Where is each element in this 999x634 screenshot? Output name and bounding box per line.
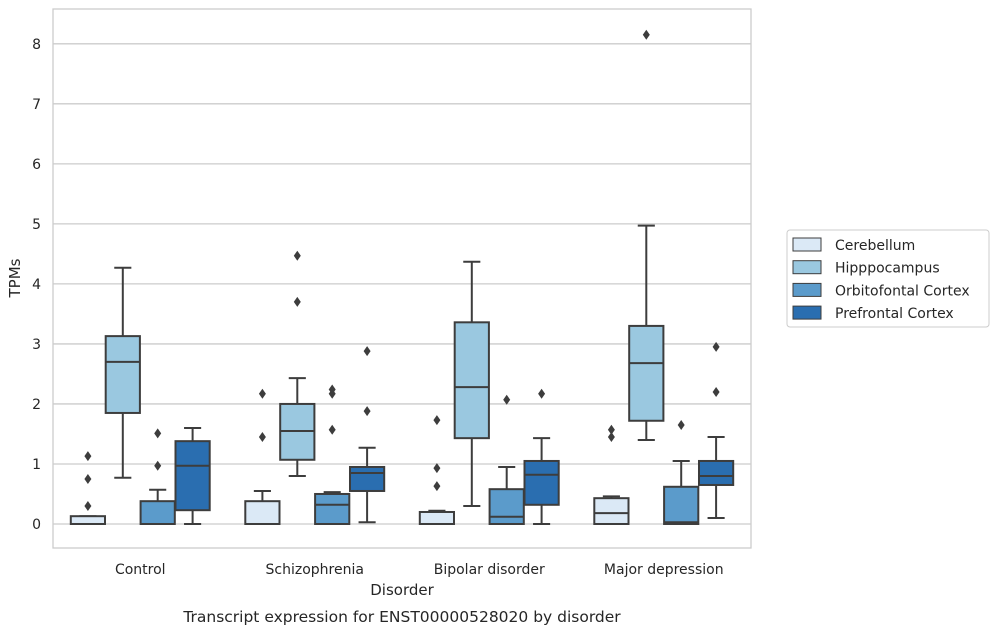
plot-frame (52, 8, 752, 549)
box-orbitofontal-cortex (139, 428, 176, 525)
box-prefrontal-cortex (174, 426, 211, 525)
boxes (69, 29, 735, 525)
box-body (523, 459, 560, 506)
x-axis-ticks: Control Schizophrenia Bipolar disorder Majo… (115, 562, 724, 578)
box-body (174, 440, 211, 512)
x-tick-label: Control (115, 562, 166, 578)
outlier-point (154, 428, 162, 439)
y-tick-label: 7 (32, 97, 41, 113)
box-body (348, 465, 386, 492)
y-axis-title: TPMs (6, 258, 24, 298)
outlier-point (84, 473, 92, 484)
outlier-point (607, 424, 615, 435)
legend-label: Cerebellum (835, 238, 915, 254)
box-body (314, 492, 351, 525)
outlier-point (363, 406, 371, 417)
legend-label: Hipppocampus (835, 261, 940, 277)
box-body (418, 510, 456, 525)
outlier-point (293, 250, 301, 261)
y-tick-label: 3 (32, 337, 41, 353)
legend-swatch (792, 282, 822, 297)
box-cerebellum (593, 424, 630, 525)
outlier-point (712, 386, 720, 397)
outlier-point (433, 415, 441, 426)
box-prefrontal-cortex (348, 346, 386, 524)
box-hipppocampus (104, 266, 141, 479)
y-tick-label: 8 (32, 37, 41, 53)
box-body (628, 324, 665, 422)
y-axis-ticks: 0 1 2 3 4 5 6 7 8 (32, 37, 41, 533)
box-hipppocampus (628, 29, 665, 441)
outlier-point (433, 463, 441, 474)
legend-frame (786, 229, 990, 328)
box-body (593, 497, 630, 525)
y-tick-label: 2 (32, 397, 41, 413)
box-orbitofontal-cortex (314, 384, 351, 525)
box-prefrontal-cortex (697, 341, 735, 519)
outlier-point (328, 424, 336, 435)
outlier-point (433, 481, 441, 492)
legend-swatch (792, 260, 822, 275)
box-body (139, 500, 176, 525)
outlier-point (607, 431, 615, 442)
outlier-point (258, 388, 266, 399)
box-orbitofontal-cortex (488, 394, 525, 525)
y-tick-label: 1 (32, 457, 41, 473)
outlier-point (258, 431, 266, 442)
box-orbitofontal-cortex (663, 419, 700, 525)
box-cerebellum (244, 388, 281, 525)
x-tick-label: Bipolar disorder (434, 562, 545, 578)
outlier-point (677, 419, 685, 430)
gridlines (53, 43, 751, 525)
legend-swatch (792, 305, 822, 320)
outlier-point (328, 384, 336, 395)
box-body (69, 515, 107, 525)
outlier-point (154, 460, 162, 471)
box-body (453, 321, 490, 440)
legend-label: Orbitofontal Cortex (835, 283, 970, 299)
box-body (697, 459, 735, 486)
legend: Cerebellum Hipppocampus Orbitofontal Corte… (786, 229, 990, 328)
outlier-point (84, 500, 92, 511)
chart-caption: Transcript expression for ENST0000052802… (182, 608, 621, 626)
y-tick-label: 0 (32, 517, 41, 533)
outlier-point (84, 451, 92, 462)
outlier-point (712, 341, 720, 352)
legend-label: Prefrontal Cortex (835, 306, 954, 322)
x-axis-title: Disorder (370, 581, 434, 599)
y-tick-label: 5 (32, 217, 41, 233)
box-hipppocampus (279, 250, 316, 477)
legend-swatch (792, 237, 822, 252)
outlier-point (363, 346, 371, 357)
outlier-point (293, 296, 301, 307)
x-tick-label: Schizophrenia (266, 562, 364, 578)
y-tick-label: 6 (32, 157, 41, 173)
outlier-point (642, 29, 650, 40)
box-cerebellum (418, 415, 456, 525)
outlier-point (503, 394, 511, 405)
box-cerebellum (69, 451, 107, 525)
box-body (244, 500, 281, 525)
box-body (663, 485, 700, 525)
box-prefrontal-cortex (523, 388, 560, 525)
box-body (104, 335, 141, 414)
box-body (488, 488, 525, 525)
y-tick-label: 4 (32, 277, 41, 293)
box-hipppocampus (453, 260, 490, 507)
outlier-point (538, 388, 546, 399)
x-tick-label: Major depression (604, 562, 724, 578)
